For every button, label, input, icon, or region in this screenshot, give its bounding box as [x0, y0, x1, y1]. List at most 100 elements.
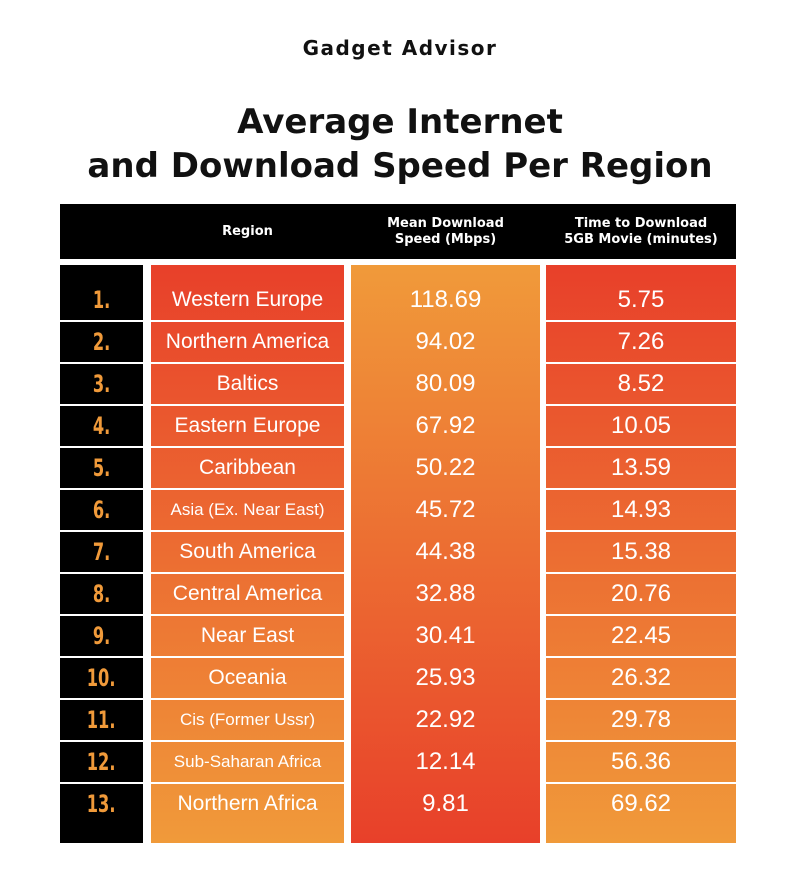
table-row: 10.: [60, 657, 143, 699]
rank-cell: 1.: [92, 286, 111, 314]
row-divider: [546, 404, 736, 406]
row-divider: [151, 572, 344, 574]
time-cell: 69.62: [610, 790, 672, 817]
table-row: 15.38: [546, 531, 736, 573]
table-row: 22.45: [546, 615, 736, 657]
header-speed: Mean Download Speed (Mbps): [351, 204, 540, 259]
region-cell: Baltics: [216, 372, 279, 395]
row-divider: [151, 740, 344, 742]
row-divider: [546, 740, 736, 742]
time-cell: 29.78: [610, 706, 672, 733]
table-row: 11.: [60, 699, 143, 741]
rank-cell: 3.: [92, 370, 111, 398]
table-row: South America: [151, 531, 344, 573]
speed-cell: 25.93: [415, 664, 476, 691]
table-row: 69.62: [546, 783, 736, 825]
row-divider: [151, 614, 344, 616]
row-divider: [60, 446, 143, 448]
time-column: 5.75 7.26 8.52 10.05 13.59 14.93 15.38 20.76 22.…: [546, 265, 736, 843]
speed-cell: 32.88: [415, 580, 476, 607]
region-cell: Cis (Former Ussr): [179, 710, 316, 729]
table-row: 8.52: [546, 363, 736, 405]
row-divider: [151, 320, 344, 322]
row-divider: [151, 404, 344, 406]
row-divider: [60, 572, 143, 574]
rank-cell: 10.: [87, 664, 116, 692]
table-row: 26.32: [546, 657, 736, 699]
rank-cell: 6.: [92, 496, 111, 524]
region-cell: Central America: [172, 582, 323, 605]
row-divider: [546, 698, 736, 700]
row-divider: [151, 656, 344, 658]
row-divider: [60, 362, 143, 364]
time-cell: 15.38: [610, 538, 672, 565]
title-line-2: and Download Speed Per Region: [87, 146, 713, 186]
row-divider: [60, 656, 143, 658]
region-cell: Asia (Ex. Near East): [170, 500, 325, 519]
row-divider: [151, 446, 344, 448]
title-line-1: Average Internet: [237, 102, 563, 142]
row-divider: [60, 530, 143, 532]
row-divider: [151, 782, 344, 784]
speed-cell: 44.38: [415, 538, 476, 565]
region-cell: Near East: [200, 624, 295, 647]
table-row: 13.59: [546, 447, 736, 489]
table-row: Baltics: [151, 363, 344, 405]
table-row: Western Europe: [151, 279, 344, 321]
rank-cell: 5.: [92, 454, 111, 482]
rank-cell: 13.: [87, 790, 116, 818]
rank-cell: 12.: [87, 748, 116, 776]
region-cell: Northern Africa: [177, 792, 318, 815]
table-row: 12.14: [351, 741, 540, 783]
speed-cell: 50.22: [415, 454, 476, 481]
table-row: 3.: [60, 363, 143, 405]
table-row: 29.78: [546, 699, 736, 741]
header-time-line1: Time to Download: [574, 215, 708, 231]
table-row: 67.92: [351, 405, 540, 447]
header-time: Time to Download 5GB Movie (minutes): [546, 204, 736, 259]
table-row: Eastern Europe: [151, 405, 344, 447]
region-cell: Caribbean: [199, 456, 296, 479]
row-divider: [546, 530, 736, 532]
rank-cell: 7.: [92, 538, 111, 566]
speed-cell: 22.92: [415, 706, 476, 733]
row-divider: [60, 614, 143, 616]
speed-cell: 9.81: [422, 790, 469, 817]
table-row: 44.38: [351, 531, 540, 573]
region-cell: Northern America: [165, 330, 330, 353]
table-row: Central America: [151, 573, 344, 615]
table-row: 1.: [60, 279, 143, 321]
table-row: Sub-Saharan Africa: [151, 741, 344, 783]
speed-cell: 118.69: [409, 286, 482, 313]
speed-cell: 30.41: [415, 622, 476, 649]
time-cell: 14.93: [610, 496, 672, 523]
table-row: 22.92: [351, 699, 540, 741]
table-row: 5.75: [546, 279, 736, 321]
row-divider: [60, 698, 143, 700]
region-cell: Sub-Saharan Africa: [173, 752, 322, 771]
speed-cell: 67.92: [415, 412, 476, 439]
table-row: 2.: [60, 321, 143, 363]
region-cell: Western Europe: [171, 288, 324, 311]
row-divider: [60, 488, 143, 490]
region-cell: Oceania: [208, 666, 287, 689]
table-row: 13.: [60, 783, 143, 825]
row-divider: [60, 320, 143, 322]
table-row: 9.: [60, 615, 143, 657]
row-divider: [60, 782, 143, 784]
page-title: Average Internet and Download Speed Per …: [0, 100, 800, 188]
brand-logo: Gadget Advisor: [302, 36, 498, 60]
table-row: 94.02: [351, 321, 540, 363]
speed-cell: 80.09: [415, 370, 476, 397]
table-row: 8.: [60, 573, 143, 615]
header-time-line2: 5GB Movie (minutes): [564, 231, 718, 247]
row-divider: [546, 446, 736, 448]
rank-cell: 4.: [92, 412, 111, 440]
table-row: 56.36: [546, 741, 736, 783]
speed-cell: 12.14: [415, 748, 476, 775]
rank-cell: 8.: [92, 580, 111, 608]
time-cell: 8.52: [617, 370, 665, 397]
table-row: Near East: [151, 615, 344, 657]
table-row: 12.: [60, 741, 143, 783]
table-row: Oceania: [151, 657, 344, 699]
